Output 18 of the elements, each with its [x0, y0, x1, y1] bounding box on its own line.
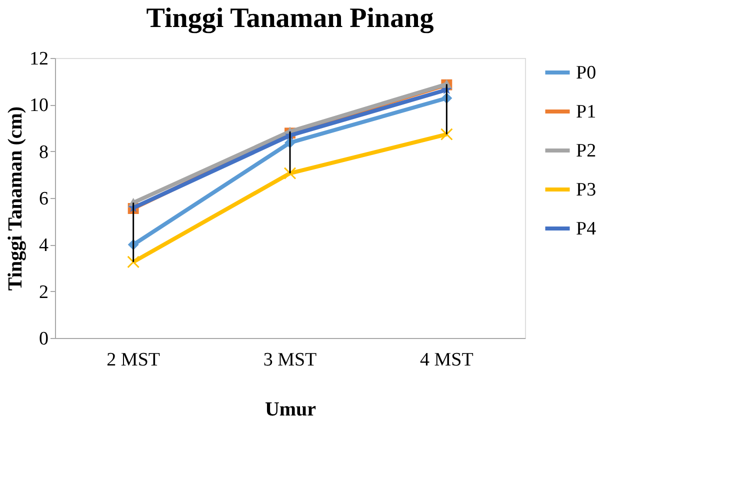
legend-label: P1 — [576, 102, 596, 122]
legend-label: P2 — [576, 140, 596, 162]
y-axis-title: Tinggi Tanaman (cm) — [4, 106, 26, 291]
legend-label: P0 — [576, 62, 596, 84]
chart-title: Tinggi Tanaman Pinang — [146, 3, 434, 34]
y-tick-label: 6 — [39, 188, 48, 210]
y-tick-label: 4 — [39, 235, 49, 256]
x-tick-label: 4 MST — [420, 350, 474, 370]
y-tick-label: 2 — [39, 282, 48, 303]
x-axis-title: Umur — [264, 398, 316, 420]
y-tick-label: 8 — [39, 142, 48, 163]
legend-label: P3 — [576, 180, 596, 200]
legend-label: P4 — [576, 218, 597, 240]
y-tick-label: 10 — [30, 95, 48, 116]
x-tick-label: 3 MST — [263, 350, 318, 370]
y-tick-label: 0 — [39, 328, 48, 350]
y-tick-label: 12 — [30, 48, 48, 70]
x-tick-label: 2 MST — [106, 350, 160, 370]
